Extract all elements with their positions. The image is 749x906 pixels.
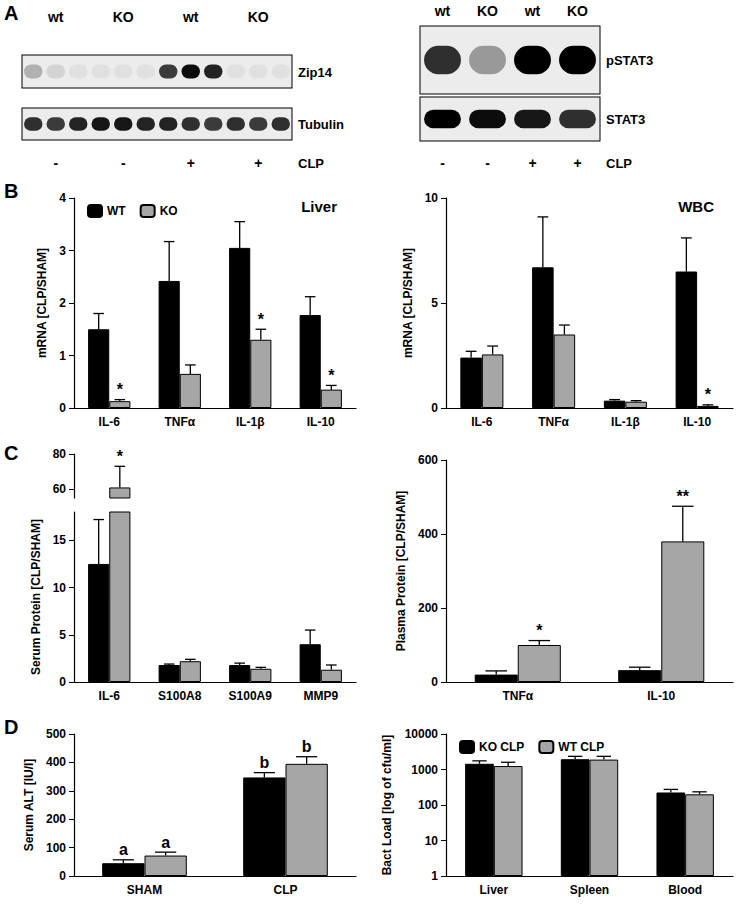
svg-text:IL-10: IL-10 — [683, 415, 711, 429]
svg-text:STAT3: STAT3 — [606, 112, 645, 127]
svg-text:wt: wt — [47, 9, 64, 25]
svg-text:IL-6: IL-6 — [99, 415, 121, 429]
svg-text:*: * — [536, 622, 543, 639]
svg-text:KO CLP: KO CLP — [479, 740, 524, 754]
svg-text:KO: KO — [160, 204, 178, 218]
svg-text:-: - — [440, 155, 445, 171]
svg-text:Plasma Protein [CLP/SHAM]: Plasma Protein [CLP/SHAM] — [394, 491, 408, 652]
svg-text:mRNA [CLP/SHAM]: mRNA [CLP/SHAM] — [35, 248, 49, 358]
svg-text:Serum Protein [CLP/SHAM]: Serum Protein [CLP/SHAM] — [29, 519, 43, 675]
svg-text:*: * — [705, 386, 712, 403]
svg-text:10: 10 — [425, 191, 439, 205]
svg-text:TNFα: TNFα — [164, 415, 195, 429]
svg-text:3: 3 — [59, 244, 66, 258]
svg-text:MMP9: MMP9 — [303, 689, 338, 703]
svg-text:Blood: Blood — [668, 883, 702, 897]
svg-text:0: 0 — [59, 675, 66, 689]
svg-text:0: 0 — [59, 869, 66, 883]
svg-text:15: 15 — [53, 533, 67, 547]
svg-text:100: 100 — [46, 841, 66, 855]
svg-text:10000: 10000 — [405, 727, 439, 741]
svg-text:Liver: Liver — [479, 883, 508, 897]
svg-text:500: 500 — [46, 727, 66, 741]
svg-text:10: 10 — [425, 834, 439, 848]
svg-text:IL-6: IL-6 — [99, 689, 121, 703]
svg-text:*: * — [117, 448, 124, 465]
svg-text:S100A8: S100A8 — [158, 689, 202, 703]
svg-text:10: 10 — [53, 581, 67, 595]
svg-text:300: 300 — [46, 784, 66, 798]
svg-text:KO: KO — [477, 3, 498, 19]
svg-text:wt: wt — [182, 9, 199, 25]
svg-text:400: 400 — [46, 755, 66, 769]
svg-text:+: + — [187, 155, 195, 171]
html-text:D: D — [4, 716, 19, 738]
svg-text:4: 4 — [59, 191, 66, 205]
svg-text:5: 5 — [431, 296, 438, 310]
svg-text:TNFα: TNFα — [538, 415, 569, 429]
svg-text:200: 200 — [46, 812, 66, 826]
svg-text:60: 60 — [53, 482, 67, 496]
svg-text:*: * — [117, 381, 124, 398]
svg-text:a: a — [119, 841, 128, 858]
svg-text:1000: 1000 — [411, 763, 438, 777]
svg-text:SHAM: SHAM — [127, 883, 162, 897]
svg-text:2: 2 — [59, 296, 66, 310]
svg-text:400: 400 — [418, 527, 438, 541]
svg-text:-: - — [485, 155, 490, 171]
svg-text:KO: KO — [113, 9, 134, 25]
svg-text:TNFα: TNFα — [502, 689, 533, 703]
svg-text:WBC: WBC — [678, 198, 714, 215]
svg-text:-: - — [121, 155, 126, 171]
svg-text:**: ** — [677, 488, 690, 505]
svg-text:Zip14: Zip14 — [298, 65, 333, 80]
svg-text:pSTAT3: pSTAT3 — [606, 53, 653, 68]
svg-text:KO: KO — [248, 9, 269, 25]
svg-text:Liver: Liver — [301, 198, 337, 215]
svg-text:Spleen: Spleen — [570, 883, 609, 897]
svg-text:Tubulin: Tubulin — [298, 117, 344, 132]
svg-text:KO: KO — [567, 3, 588, 19]
svg-text:wt: wt — [434, 3, 451, 19]
svg-text:IL-1β: IL-1β — [611, 415, 640, 429]
svg-text:mRNA [CLP/SHAM]: mRNA [CLP/SHAM] — [401, 248, 415, 358]
svg-text:1: 1 — [431, 869, 438, 883]
svg-text:0: 0 — [59, 401, 66, 415]
svg-text:a: a — [161, 834, 170, 851]
svg-text:IL-10: IL-10 — [647, 689, 675, 703]
svg-text:200: 200 — [418, 601, 438, 615]
svg-text:CLP: CLP — [606, 156, 632, 171]
svg-text:*: * — [328, 367, 335, 384]
svg-text:+: + — [573, 155, 581, 171]
svg-text:100: 100 — [418, 798, 438, 812]
svg-text:1: 1 — [59, 349, 66, 363]
svg-text:5: 5 — [59, 628, 66, 642]
svg-text:0: 0 — [431, 401, 438, 415]
svg-text:IL-1β: IL-1β — [236, 415, 265, 429]
svg-text:WT: WT — [107, 204, 126, 218]
html-text:A: A — [4, 2, 19, 24]
svg-text:IL-6: IL-6 — [471, 415, 493, 429]
svg-text:CLP: CLP — [298, 156, 324, 171]
svg-text:WT CLP: WT CLP — [558, 740, 604, 754]
html-text:B: B — [4, 180, 19, 202]
svg-text:S100A9: S100A9 — [229, 689, 273, 703]
svg-text:*: * — [258, 311, 265, 328]
svg-text:0: 0 — [431, 675, 438, 689]
svg-text:-: - — [53, 155, 58, 171]
svg-text:+: + — [254, 155, 262, 171]
svg-text:80: 80 — [53, 447, 67, 461]
svg-text:IL-10: IL-10 — [307, 415, 335, 429]
svg-text:600: 600 — [418, 453, 438, 467]
svg-text:+: + — [528, 155, 536, 171]
svg-text:Serum ALT [IU/l]: Serum ALT [IU/l] — [22, 759, 36, 852]
svg-text:b: b — [302, 738, 312, 755]
html-text:C: C — [4, 442, 19, 464]
svg-text:Bact Load [log of cfu/ml]: Bact Load [log of cfu/ml] — [380, 735, 394, 876]
svg-text:wt: wt — [524, 3, 541, 19]
svg-text:CLP: CLP — [274, 883, 298, 897]
svg-text:b: b — [259, 754, 269, 771]
